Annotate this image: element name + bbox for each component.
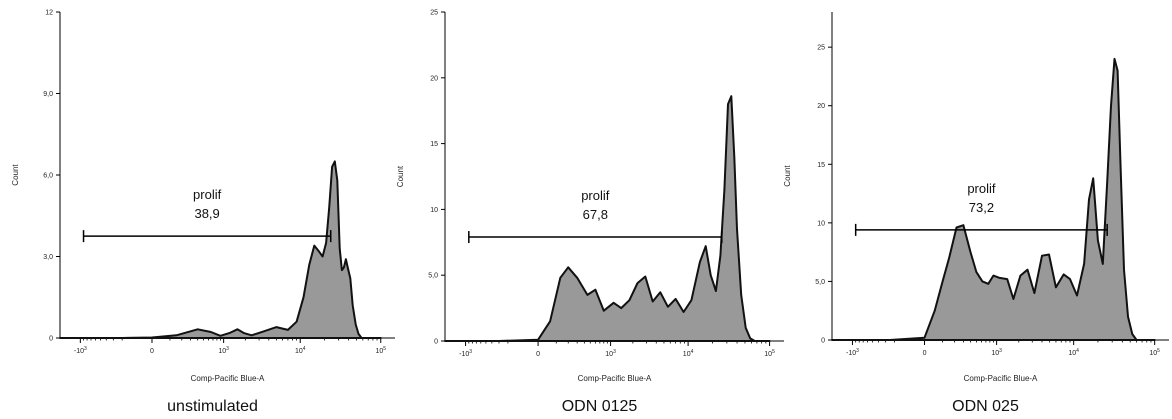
x-tick-label: 0: [150, 348, 154, 355]
x-axis-title: Comp-Pacific Blue-A: [964, 374, 1038, 383]
y-axis-title: Count: [396, 165, 405, 187]
x-tick-label: 103: [605, 349, 616, 358]
y-tick-label: 9,0: [43, 91, 53, 98]
y-tick-label: 20: [430, 75, 438, 82]
x-tick-label: 105: [764, 349, 775, 358]
y-tick-label: 10: [430, 207, 438, 214]
x-tick-label: 103: [218, 346, 229, 355]
gate-name-label: prolif: [193, 187, 222, 202]
gate-name-label: prolif: [581, 188, 610, 203]
y-tick-label: 6,0: [43, 173, 53, 180]
gate-percent-label: 73,2: [969, 200, 994, 215]
y-tick-label: 20: [817, 103, 825, 110]
y-tick-label: 5,0: [815, 279, 825, 286]
panel-caption: ODN 025: [952, 398, 1019, 415]
x-tick-label: -103: [74, 346, 87, 355]
gate-percent-label: 67,8: [583, 207, 608, 222]
y-tick-label: 25: [817, 45, 825, 52]
histogram-panel-2: 0 5,0 10 15 20 25 -103 0 103 104 105 prolif 67,8 Coun…: [396, 10, 784, 415]
x-tick-label: 104: [295, 346, 306, 355]
x-tick-label: 0: [536, 351, 540, 358]
gate-name-label: prolif: [967, 181, 996, 196]
histogram-panel-1: 0 3,0 6,0 9,0 12 -103 0 103 104 105 prolif 38,9 Coun…: [11, 10, 395, 415]
panel-caption: ODN 0125: [562, 398, 638, 415]
y-tick-label: 0: [49, 336, 53, 343]
x-tick-label: 0: [923, 350, 927, 357]
histogram-area: [59, 160, 382, 339]
x-tick-label: 104: [1068, 348, 1079, 357]
y-tick-label: 3,0: [43, 254, 53, 261]
y-tick-label: 0: [821, 338, 825, 345]
y-axis-title: Count: [11, 164, 20, 186]
y-tick-label: 15: [430, 141, 438, 148]
y-tick-label: 12: [45, 10, 53, 17]
gate-percent-label: 38,9: [194, 206, 219, 221]
x-tick-label: 104: [683, 349, 694, 358]
histogram-area: [444, 95, 771, 342]
x-tick-label: -103: [846, 348, 859, 357]
x-axis-title: Comp-Pacific Blue-A: [578, 374, 652, 383]
y-tick-label: 15: [817, 162, 825, 169]
x-tick-label: 103: [991, 348, 1002, 357]
x-tick-label: 105: [375, 346, 386, 355]
histogram-area: [831, 57, 1156, 341]
x-axis-title: Comp-Pacific Blue-A: [191, 374, 265, 383]
x-tick-label: 105: [1149, 348, 1160, 357]
y-axis-title: Count: [783, 165, 792, 187]
y-tick-label: 0: [434, 339, 438, 346]
y-tick-label: 5,0: [428, 273, 438, 280]
y-tick-label: 25: [430, 10, 438, 17]
panel-caption: unstimulated: [167, 398, 258, 415]
x-tick-label: -103: [459, 349, 472, 358]
y-tick-label: 10: [817, 220, 825, 227]
histogram-panel-3: 0 5,0 10 15 20 25 -103 0 103 104 105 prolif 73,2 Coun…: [783, 12, 1169, 415]
